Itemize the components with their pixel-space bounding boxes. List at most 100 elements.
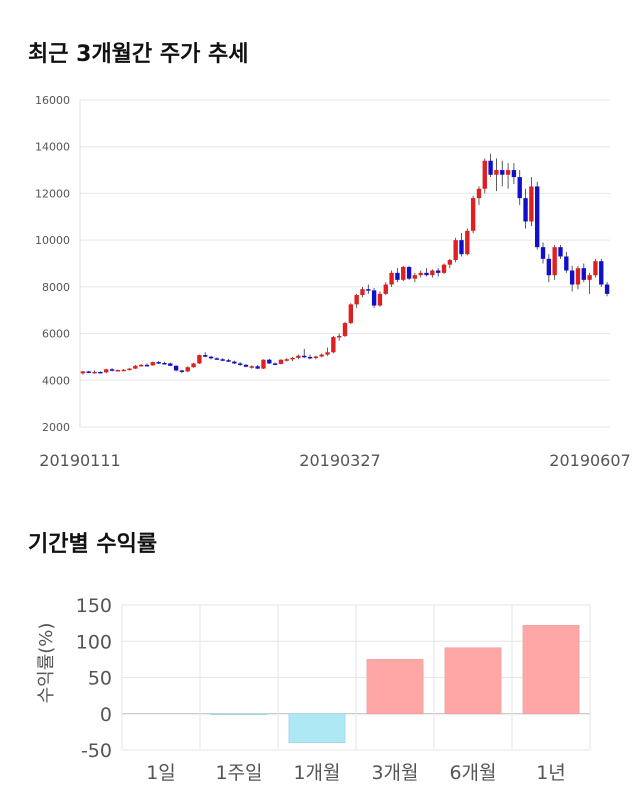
candle-body xyxy=(593,261,598,276)
y-tick-label: 16000 xyxy=(35,94,70,107)
candle-body xyxy=(383,284,388,294)
y-axis-label: 수익률(%) xyxy=(36,623,57,704)
candle-body xyxy=(476,188,482,199)
candle-body xyxy=(290,357,295,360)
candle-body xyxy=(208,356,214,359)
candle-body xyxy=(371,290,377,306)
candle-body xyxy=(459,240,464,255)
candle-body xyxy=(220,359,225,361)
candle-body xyxy=(546,258,552,276)
candle-body xyxy=(482,160,487,189)
candle-body xyxy=(552,247,557,276)
candle-body xyxy=(150,362,155,366)
candle-body xyxy=(261,359,266,369)
candle-body xyxy=(133,365,138,369)
candle-body xyxy=(505,170,511,175)
candle-body xyxy=(185,367,190,372)
y-tick-label: 50 xyxy=(88,668,112,690)
x-tick-label: 20190111 xyxy=(39,451,120,470)
candle-body xyxy=(535,186,540,248)
y-tick-label: 4000 xyxy=(42,374,70,387)
candle-body xyxy=(447,259,453,265)
candle-body xyxy=(156,362,161,364)
candle-body xyxy=(232,361,237,364)
candle-body xyxy=(395,272,400,280)
candle-body xyxy=(104,369,109,373)
candle-body xyxy=(336,335,342,338)
candle-body xyxy=(267,359,272,364)
candle-body xyxy=(313,356,319,358)
candle-body xyxy=(354,295,359,305)
candle-body xyxy=(348,304,354,324)
y-tick-label: 12000 xyxy=(35,187,70,200)
candle-body xyxy=(488,160,493,175)
candle-body xyxy=(237,363,243,365)
candle-body xyxy=(558,247,563,257)
y-tick-label: 0 xyxy=(100,704,112,726)
candle-body xyxy=(441,264,447,273)
candle-body xyxy=(168,363,173,366)
y-tick-label: 100 xyxy=(76,631,112,653)
candle-body xyxy=(191,363,196,368)
return-bar xyxy=(210,713,268,716)
candlestick-chart: 16000 14000 12000 10000 8000 6000 4000 2000 201… xyxy=(35,94,631,470)
candle-body xyxy=(214,358,220,360)
candle-body xyxy=(523,198,528,222)
candle-body xyxy=(494,170,499,175)
candle-body xyxy=(540,247,546,259)
candle-body xyxy=(500,170,505,175)
candle-body xyxy=(465,230,470,255)
y-tick-label: 150 xyxy=(76,595,112,617)
candle-body xyxy=(587,275,592,280)
y-tick-label: 8000 xyxy=(42,281,70,294)
candle-body xyxy=(109,369,115,371)
candle-body xyxy=(342,323,348,336)
candle-body xyxy=(511,170,517,178)
candle-body xyxy=(179,370,185,372)
candle-body xyxy=(569,270,575,285)
candle-body xyxy=(575,268,581,285)
y-tick-label: 2000 xyxy=(42,421,70,434)
x-tick-label: 20190607 xyxy=(549,451,630,470)
x-tick-label: 6개월 xyxy=(449,762,496,784)
candle-body xyxy=(255,366,260,369)
candle-body xyxy=(517,177,522,199)
candle-body xyxy=(92,371,97,374)
candle-body xyxy=(377,293,383,306)
candle-body xyxy=(430,270,435,276)
candle-body xyxy=(406,267,412,279)
y-tick-label: 14000 xyxy=(35,141,70,154)
candle-body xyxy=(203,355,208,357)
x-tick-label: 3개월 xyxy=(371,762,418,784)
candle-body xyxy=(115,370,121,372)
x-tick-label: 20190327 xyxy=(299,451,380,470)
candle-body xyxy=(436,270,441,273)
price-trend-title: 최근 3개월간 주가 추세 xyxy=(28,42,249,67)
returns-bar-chart: 150 100 50 0 -50 1일 1주일 1개월 3개월 6개월 1년 수익률(%) xyxy=(36,595,591,784)
candle-body xyxy=(173,365,179,371)
candle-body xyxy=(412,275,418,279)
candle-body xyxy=(80,371,86,374)
return-bar xyxy=(288,713,346,744)
candle-body xyxy=(284,359,289,361)
candle-body xyxy=(319,354,324,357)
candle-body xyxy=(401,267,406,280)
candle-body xyxy=(418,272,423,276)
candle-body xyxy=(197,355,202,364)
return-bar xyxy=(366,659,424,715)
candle-body xyxy=(307,356,313,359)
candle-body xyxy=(564,256,569,271)
candle-body xyxy=(424,272,429,276)
returns-title: 기간별 수익률 xyxy=(28,532,158,557)
candle-body xyxy=(325,352,330,355)
candle-body xyxy=(121,369,126,372)
candle-body xyxy=(162,363,167,365)
candle-body xyxy=(249,366,254,368)
candle-body xyxy=(302,355,307,358)
y-tick-label: 10000 xyxy=(35,234,70,247)
candle-body xyxy=(226,360,231,362)
candle-body xyxy=(138,364,144,367)
candle-body xyxy=(331,337,336,353)
y-tick-label: -50 xyxy=(81,740,112,762)
candle-body xyxy=(470,198,476,231)
